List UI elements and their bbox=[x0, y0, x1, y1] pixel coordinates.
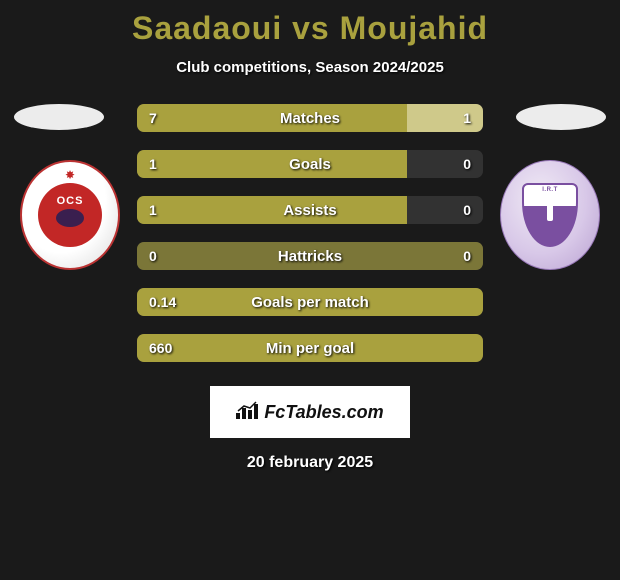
badge-left-label: OCS bbox=[57, 195, 84, 207]
badge-inner-left: OCS bbox=[38, 183, 102, 247]
subtitle: Club competitions, Season 2024/2025 bbox=[0, 59, 620, 76]
content-area: ✸ OCS I.R.T 71Matches 10Goals 10Assists 00H… bbox=[0, 104, 620, 362]
comparison-title: Saadaoui vs Moujahid bbox=[0, 0, 620, 47]
badge-circle-right: I.R.T bbox=[500, 160, 600, 270]
stat-label: Goals per match bbox=[137, 294, 483, 311]
footer-logo: FcTables.com bbox=[210, 386, 410, 438]
badge-inner-right: I.R.T bbox=[522, 183, 578, 247]
vs-text: vs bbox=[292, 10, 330, 46]
torch-icon bbox=[547, 199, 553, 221]
star-icon: ✸ bbox=[65, 168, 75, 182]
player1-club-badge: ✸ OCS bbox=[20, 160, 120, 270]
stat-row: 660Min per goal bbox=[137, 334, 483, 362]
stat-label: Min per goal bbox=[137, 340, 483, 357]
stat-row: 71Matches bbox=[137, 104, 483, 132]
stat-row: 10Goals bbox=[137, 150, 483, 178]
player1-name: Saadaoui bbox=[132, 10, 282, 46]
stat-label: Matches bbox=[137, 110, 483, 127]
badge-circle-left: ✸ OCS bbox=[20, 160, 120, 270]
stat-label: Hattricks bbox=[137, 248, 483, 265]
player2-shadow-ellipse bbox=[516, 104, 606, 130]
rugby-ball-icon bbox=[56, 209, 84, 227]
stat-row: 10Assists bbox=[137, 196, 483, 224]
stat-row: 0.14Goals per match bbox=[137, 288, 483, 316]
stat-row: 00Hattricks bbox=[137, 242, 483, 270]
footer-date: 20 february 2025 bbox=[0, 454, 620, 472]
stat-label: Assists bbox=[137, 202, 483, 219]
chart-icon bbox=[236, 401, 258, 424]
player1-shadow-ellipse bbox=[14, 104, 104, 130]
stat-label: Goals bbox=[137, 156, 483, 173]
footer-site-name: FcTables.com bbox=[264, 402, 383, 423]
player2-name: Moujahid bbox=[340, 10, 488, 46]
player2-club-badge: I.R.T bbox=[500, 160, 600, 270]
stats-bars: 71Matches 10Goals 10Assists 00Hattricks 0.14… bbox=[137, 104, 483, 362]
